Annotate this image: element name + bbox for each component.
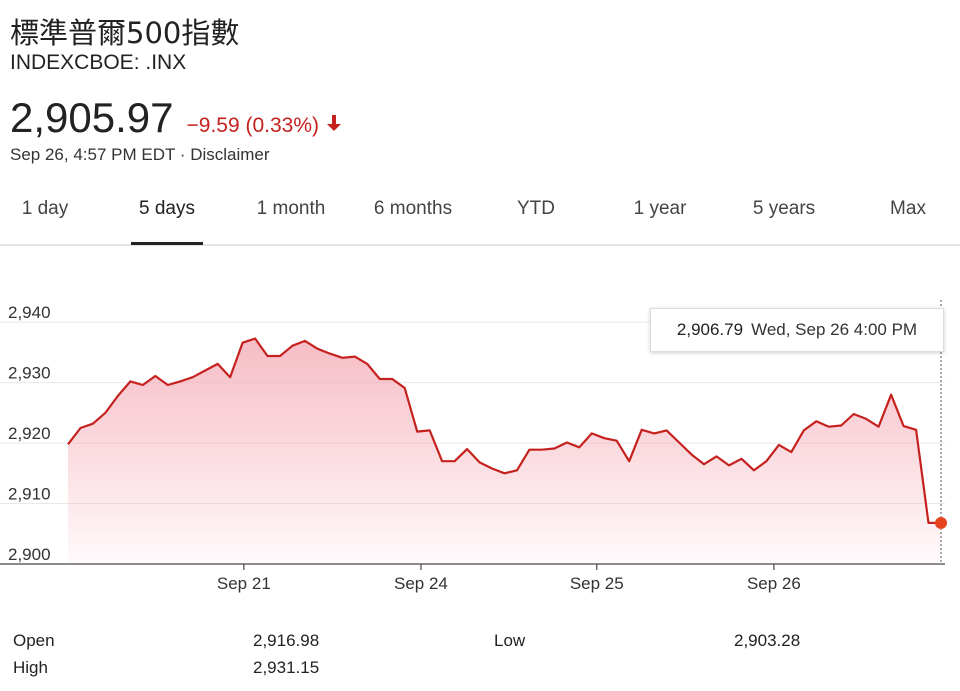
price-area xyxy=(68,338,941,564)
ticker-symbol: INDEXCBOE: .INX xyxy=(10,51,187,74)
range-tabs: 1 day 5 days 1 month 6 months YTD 1 year… xyxy=(0,186,960,246)
tooltip-value: 2,906.79 xyxy=(676,320,744,339)
hover-tooltip: 2,906.79 Wed, Sep 26 4:00 PM xyxy=(650,308,944,352)
tab-6-months[interactable]: 6 months xyxy=(373,198,453,219)
y-tick-label: 2,920 xyxy=(8,424,51,443)
x-tick-label: Sep 25 xyxy=(570,574,624,593)
disclaimer-link[interactable]: Disclaimer xyxy=(190,145,270,164)
y-tick-label: 2,930 xyxy=(8,364,51,383)
timestamp: Sep 26, 4:57 PM EDT xyxy=(10,145,176,164)
tab-1-day[interactable]: 1 day xyxy=(21,198,69,219)
y-tick-label: 2,910 xyxy=(8,485,51,504)
separator-dot: · xyxy=(179,145,186,164)
price-line xyxy=(67,337,941,524)
open-value: 2,916.98 xyxy=(253,631,320,650)
x-tick-label: Sep 24 xyxy=(394,574,448,593)
tab-ytd[interactable]: YTD xyxy=(517,198,555,219)
tab-5-days[interactable]: 5 days xyxy=(131,186,203,245)
low-value: 2,903.28 xyxy=(734,631,801,650)
y-tick-label: 2,940 xyxy=(8,303,51,322)
high-value: 2,931.15 xyxy=(253,658,320,677)
price-row: 2,905.97 −9.59 (0.33%) xyxy=(10,94,343,142)
page-title: 標準普爾500指數 xyxy=(10,16,240,50)
x-tick-label: Sep 21 xyxy=(217,574,271,593)
tab-1-year[interactable]: 1 year xyxy=(633,198,687,219)
y-tick-label: 2,900 xyxy=(8,545,51,564)
open-label: Open xyxy=(13,631,55,650)
high-label: High xyxy=(13,658,48,677)
price-change: −9.59 (0.33%) xyxy=(186,114,320,137)
last-price-dot[interactable] xyxy=(935,516,947,529)
x-tick-label: Sep 26 xyxy=(747,574,801,593)
y-axis: 2,900 2,910 2,920 2,930 2,940 xyxy=(8,303,51,564)
tab-max[interactable]: Max xyxy=(890,198,926,219)
timestamp-row: Sep 26, 4:57 PM EDT · Disclaimer xyxy=(10,145,270,165)
low-label: Low xyxy=(494,631,526,650)
tooltip-time: Wed, Sep 26 4:00 PM xyxy=(751,320,918,339)
current-price: 2,905.97 xyxy=(10,94,174,141)
tab-1-month[interactable]: 1 month xyxy=(256,198,326,219)
arrow-down-icon xyxy=(327,115,342,131)
x-axis: Sep 21 Sep 24 Sep 25 Sep 26 xyxy=(217,564,801,593)
tab-5-years[interactable]: 5 years xyxy=(752,198,816,219)
